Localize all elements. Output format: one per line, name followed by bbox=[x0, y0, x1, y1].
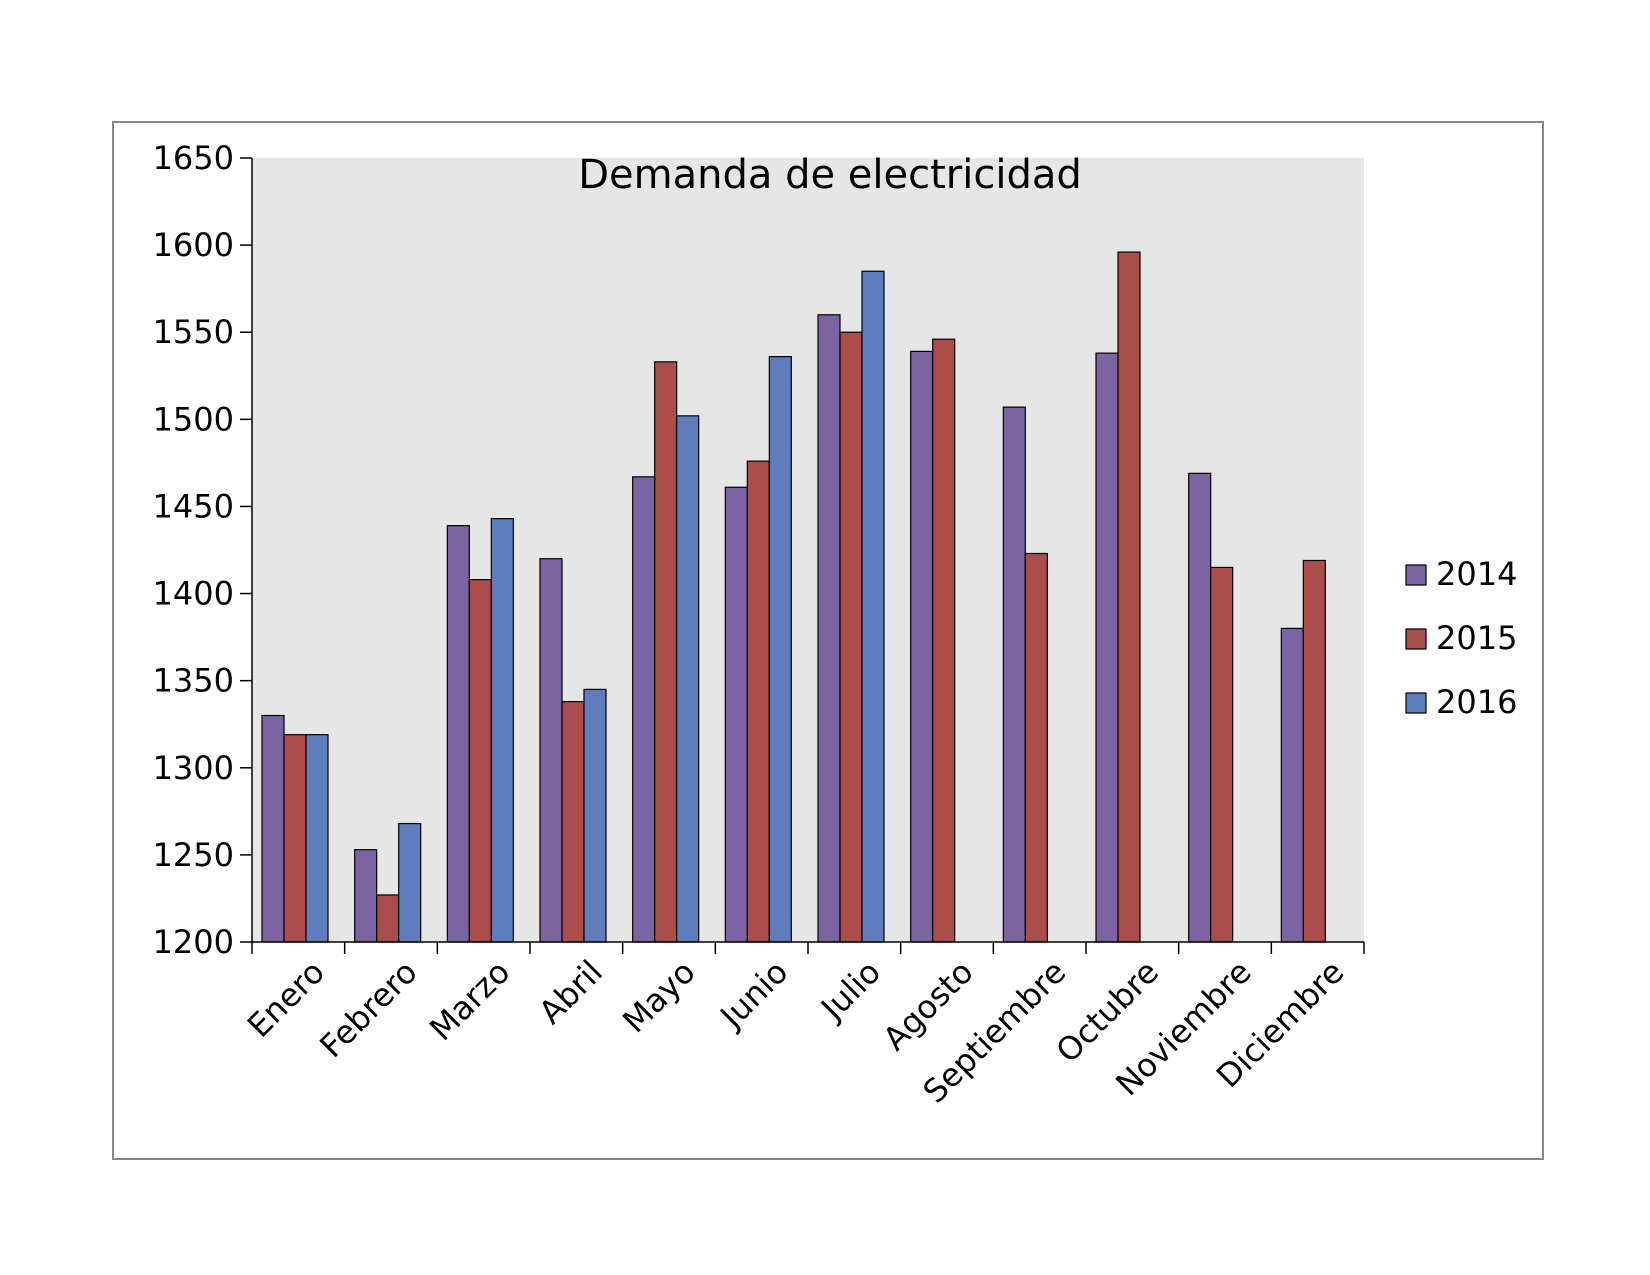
y-tick-label: 1600 bbox=[153, 226, 234, 264]
bar-2015-octubre bbox=[1117, 251, 1141, 943]
legend-label-2015: 2015 bbox=[1436, 619, 1517, 657]
bar-2016-marzo bbox=[490, 518, 514, 943]
bar-2015-diciembre bbox=[1302, 559, 1326, 943]
bar-2015-julio bbox=[839, 331, 863, 943]
bar-2014-junio bbox=[724, 486, 748, 943]
bar-2014-marzo bbox=[446, 525, 470, 943]
plot-area bbox=[252, 158, 1364, 942]
legend-swatch-2015 bbox=[1405, 628, 1427, 650]
bar-2015-marzo bbox=[468, 579, 492, 943]
y-tick-label: 1400 bbox=[153, 575, 234, 613]
bar-2016-junio bbox=[768, 356, 792, 943]
bar-2015-febrero bbox=[376, 894, 400, 943]
y-tick-label: 1650 bbox=[153, 139, 234, 177]
bar-2014-abril bbox=[539, 558, 563, 943]
bar-2015-agosto bbox=[932, 338, 956, 943]
bar-2014-mayo bbox=[632, 476, 656, 943]
legend: 2014 2015 2016 bbox=[1405, 555, 1517, 721]
y-tick-label: 1450 bbox=[153, 487, 234, 525]
bar-2016-febrero bbox=[398, 822, 422, 943]
y-tick-label: 1550 bbox=[153, 313, 234, 351]
bar-2015-abril bbox=[561, 700, 585, 943]
chart-title: Demanda de electricidad bbox=[578, 152, 1082, 198]
bar-2014-febrero bbox=[354, 849, 378, 943]
legend-label-2014: 2014 bbox=[1436, 555, 1517, 593]
bar-2015-noviembre bbox=[1210, 566, 1234, 943]
legend-swatch-2016 bbox=[1405, 692, 1427, 714]
bar-2016-mayo bbox=[676, 415, 700, 943]
legend-label-2016: 2016 bbox=[1436, 683, 1517, 721]
bar-2014-agosto bbox=[910, 350, 934, 943]
bar-2015-septiembre bbox=[1024, 552, 1048, 943]
y-tick-label: 1500 bbox=[153, 400, 234, 438]
bar-2016-abril bbox=[583, 688, 607, 943]
bar-2015-enero bbox=[283, 734, 307, 943]
bar-2015-junio bbox=[746, 460, 770, 943]
bar-2014-septiembre bbox=[1002, 406, 1026, 943]
y-tick-label: 1200 bbox=[153, 923, 234, 961]
y-tick-label: 1250 bbox=[153, 836, 234, 874]
bar-2016-enero bbox=[305, 734, 329, 943]
y-tick-label: 1350 bbox=[153, 662, 234, 700]
bars bbox=[261, 251, 1326, 943]
bar-2014-noviembre bbox=[1188, 472, 1212, 943]
bar-2014-octubre bbox=[1095, 352, 1119, 943]
bar-2014-diciembre bbox=[1280, 627, 1304, 943]
bar-2016-julio bbox=[861, 270, 885, 943]
y-axis-ticks: 1200 1250 1300 1350 1400 1450 1500 1550 1600 1650 bbox=[153, 139, 252, 961]
bar-2015-mayo bbox=[654, 361, 678, 943]
y-tick-label: 1300 bbox=[153, 749, 234, 787]
bar-2014-julio bbox=[817, 314, 841, 943]
legend-swatch-2014 bbox=[1405, 564, 1427, 586]
bar-2014-enero bbox=[261, 714, 285, 943]
